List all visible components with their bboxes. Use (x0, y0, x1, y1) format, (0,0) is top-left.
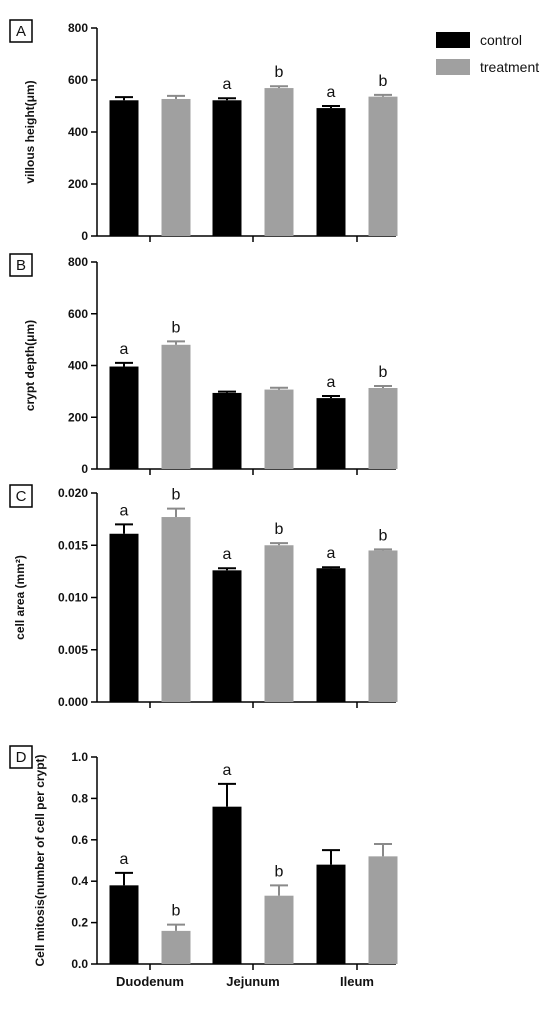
bar-control-ileum (316, 864, 346, 964)
panel-label: A (16, 23, 26, 40)
y-axis-label: Cell mitosis(number of cell per crypt) (33, 754, 47, 966)
y-tick-label: 0.005 (58, 643, 88, 657)
significance-letter: a (120, 851, 129, 868)
bar-control-jejunum (212, 806, 242, 964)
y-axis-label: cell area (mm²) (13, 555, 27, 640)
panel-label-box (9, 253, 33, 277)
significance-letter: a (327, 374, 336, 391)
significance-letter: a (327, 84, 336, 101)
significance-letter: b (379, 527, 388, 544)
significance-letter: b (172, 319, 181, 336)
bar-control-jejunum (212, 570, 242, 702)
legend: control treatment (436, 32, 539, 75)
bar-treatment-duodenum (161, 98, 191, 236)
bar-control-duodenum (109, 533, 139, 702)
bar-treatment-duodenum (161, 517, 191, 702)
x-category-label: Jejunum (226, 974, 279, 989)
bar-treatment-ileum (368, 856, 398, 964)
bar-treatment-ileum (368, 96, 398, 236)
bar-control-ileum (316, 108, 346, 236)
y-tick-label: 0 (81, 462, 88, 476)
bar-control-ileum (316, 568, 346, 702)
significance-letter: a (120, 341, 129, 358)
significance-letter: a (327, 545, 336, 562)
significance-letter: b (172, 903, 181, 920)
bar-control-duodenum (109, 366, 139, 469)
panel-label-box (9, 484, 33, 508)
y-tick-label: 0.015 (58, 538, 88, 552)
bar-control-ileum (316, 398, 346, 469)
bar-treatment-jejunum (264, 895, 294, 964)
y-axis-label: crypt depth(μm) (23, 320, 37, 411)
bar-control-duodenum (109, 100, 139, 236)
y-tick-label: 0.020 (58, 486, 88, 500)
legend-label-control: control (480, 32, 522, 48)
bar-treatment-ileum (368, 388, 398, 469)
significance-letter: a (120, 502, 129, 519)
significance-letter: b (379, 364, 388, 381)
y-axis-label: villous height(μm) (23, 80, 37, 183)
y-tick-label: 200 (68, 410, 88, 424)
panel-d: D Cell mitosis(number of cell per crypt) 0… (9, 745, 398, 989)
y-tick-label: 0.2 (71, 916, 88, 930)
significance-letter: b (172, 487, 181, 504)
bar-control-jejunum (212, 392, 242, 469)
legend-label-treatment: treatment (480, 59, 539, 75)
y-tick-label: 0.6 (71, 833, 88, 847)
significance-letter: a (223, 762, 232, 779)
legend-swatch-treatment (436, 59, 470, 75)
bar-control-jejunum (212, 100, 242, 236)
bar-treatment-duodenum (161, 344, 191, 469)
panel-label-box (9, 745, 33, 769)
y-tick-label: 400 (68, 359, 88, 373)
y-tick-label: 0.000 (58, 695, 88, 709)
significance-letter: b (275, 64, 284, 81)
bar-control-duodenum (109, 885, 139, 964)
y-tick-label: 1.0 (71, 750, 88, 764)
y-tick-label: 200 (68, 177, 88, 191)
bar-treatment-duodenum (161, 930, 191, 964)
y-tick-label: 0.010 (58, 591, 88, 605)
legend-swatch-control (436, 32, 470, 48)
significance-letter: a (223, 76, 232, 93)
y-tick-label: 800 (68, 21, 88, 35)
bar-treatment-ileum (368, 550, 398, 702)
panel-label: B (16, 257, 26, 274)
x-category-label: Duodenum (116, 974, 184, 989)
bar-treatment-jejunum (264, 545, 294, 702)
significance-letter: b (275, 521, 284, 538)
x-category-label: Ileum (340, 974, 374, 989)
y-tick-label: 0 (81, 229, 88, 243)
y-tick-label: 0.0 (71, 957, 88, 971)
y-tick-label: 800 (68, 255, 88, 269)
significance-letter: b (379, 73, 388, 90)
significance-letter: a (223, 546, 232, 563)
panel-label-box (9, 19, 33, 43)
bar-treatment-jejunum (264, 88, 294, 236)
y-tick-label: 400 (68, 125, 88, 139)
y-tick-label: 0.8 (71, 791, 88, 805)
significance-letter: b (275, 863, 284, 880)
y-tick-label: 600 (68, 73, 88, 87)
y-tick-label: 0.4 (71, 874, 88, 888)
y-tick-label: 600 (68, 307, 88, 321)
panel-label: C (16, 488, 27, 505)
bar-treatment-jejunum (264, 389, 294, 469)
panel-label: D (16, 749, 27, 766)
